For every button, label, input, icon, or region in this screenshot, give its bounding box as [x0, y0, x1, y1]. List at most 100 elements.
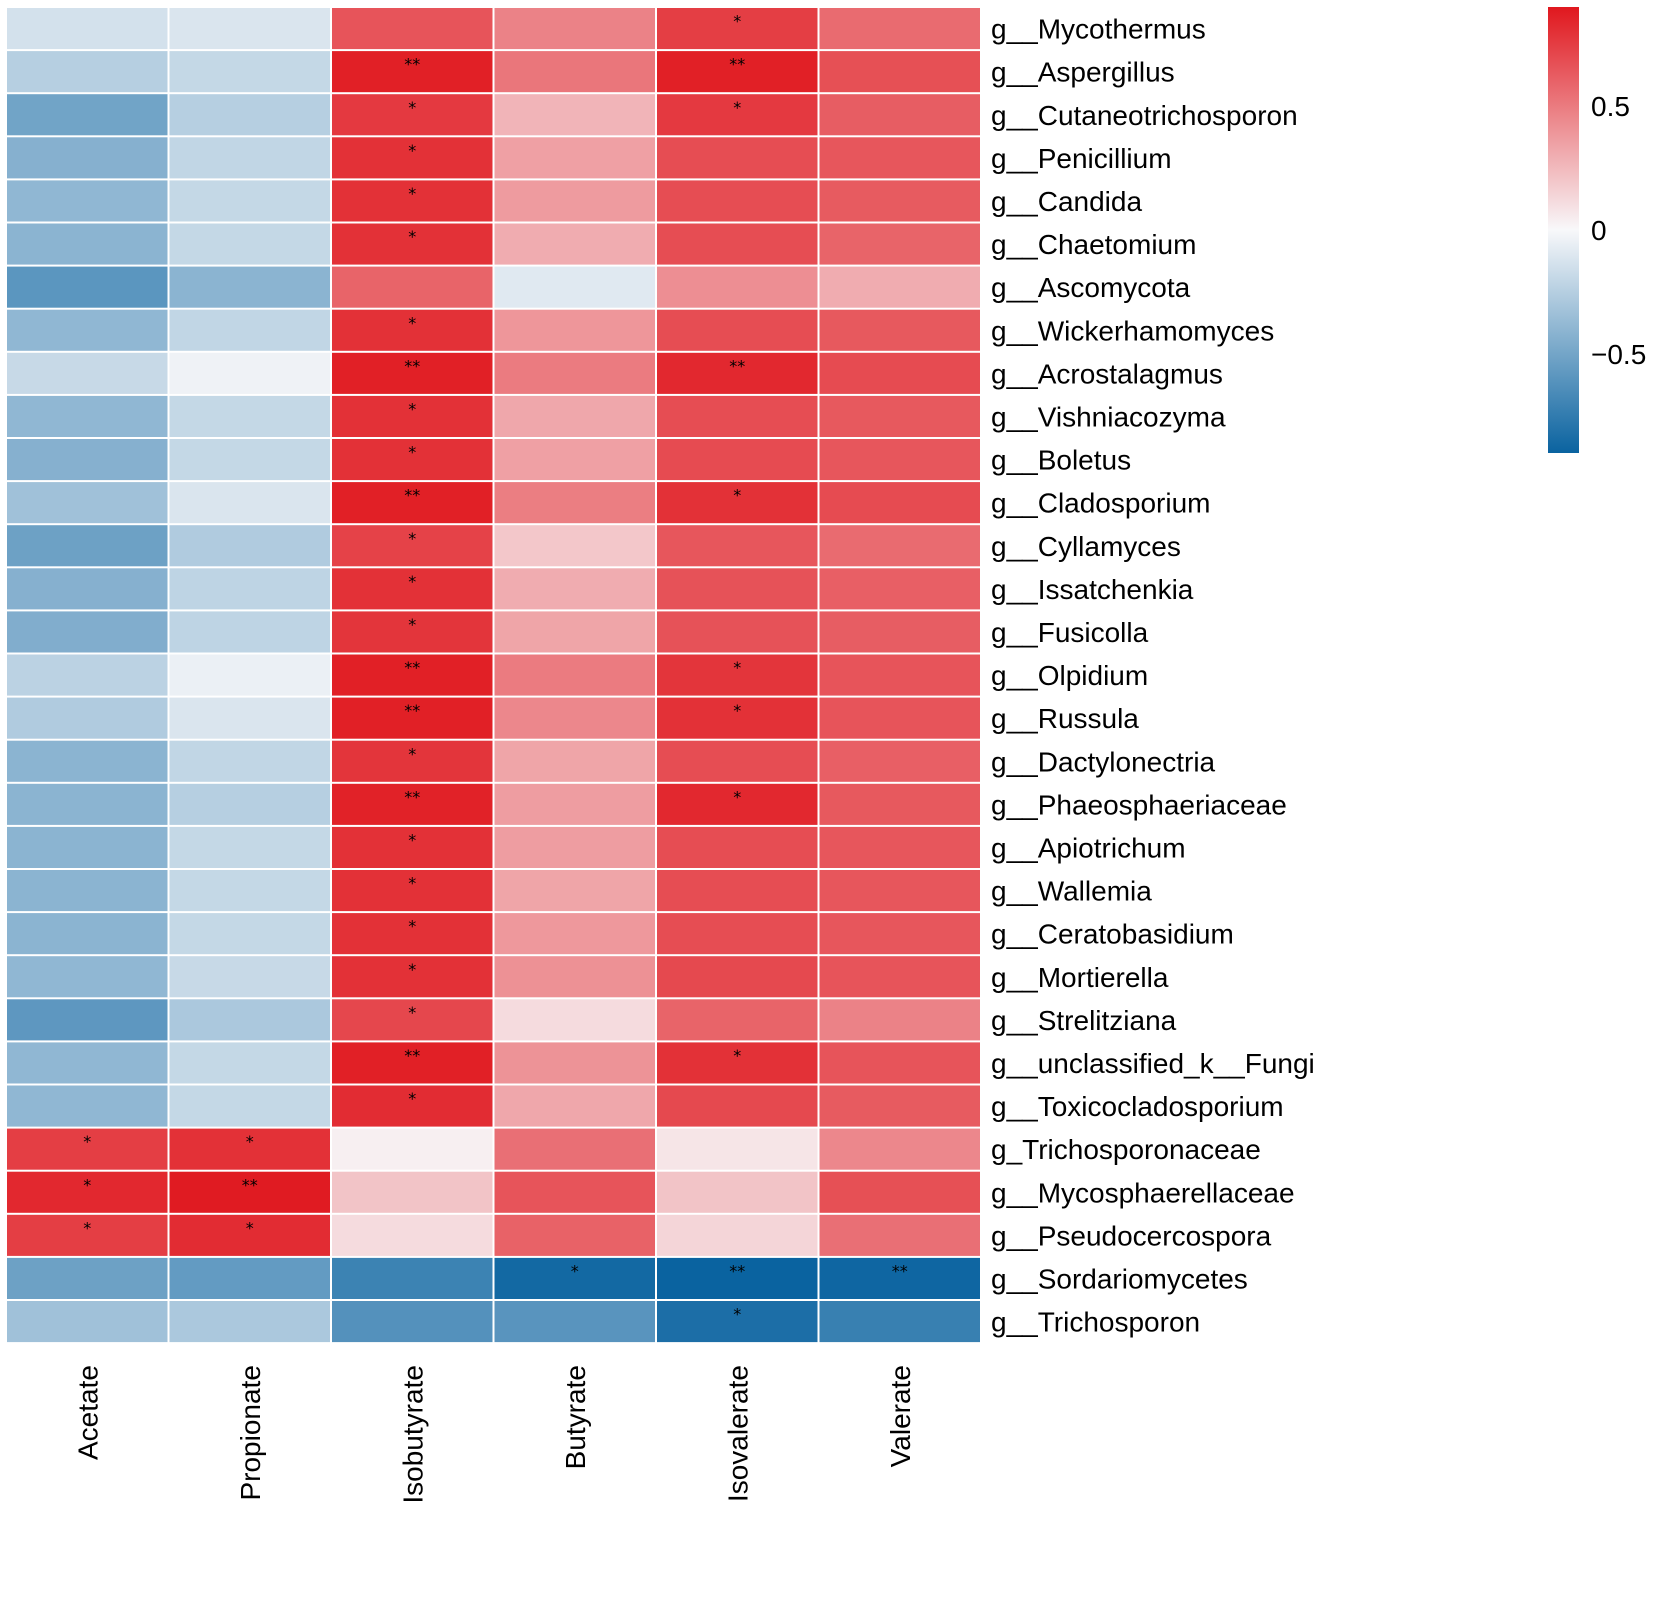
row-label: g__Wallemia [991, 876, 1152, 907]
significance-marker: ** [404, 55, 420, 74]
heatmap-cell [494, 1171, 655, 1213]
significance-marker: * [408, 960, 416, 979]
significance-marker: * [83, 1218, 91, 1237]
column-label: Propionate [235, 1365, 266, 1500]
heatmap-cell [494, 482, 655, 524]
heatmap-cell [7, 1214, 168, 1256]
heatmap-cell [494, 697, 655, 739]
heatmap-cell [7, 51, 168, 93]
heatmap-cell [7, 395, 168, 437]
row-label: g__Phaeosphaeriaceae [991, 789, 1287, 820]
heatmap-cell [819, 352, 980, 394]
row-label: g_Trichosporonaceae [991, 1134, 1261, 1165]
heatmap-cell [494, 999, 655, 1041]
heatmap-cell [332, 137, 493, 179]
heatmap-cell [7, 439, 168, 481]
column-labels: Acetate Propionate Isobutyrate Butyrate Isov… [72, 1365, 916, 1504]
heatmap-cell [332, 826, 493, 868]
heatmap-cell [657, 956, 818, 998]
row-label: g__Trichosporon [991, 1307, 1200, 1338]
heatmap-cell [657, 395, 818, 437]
heatmap-cell [169, 1257, 330, 1299]
heatmap-cell [332, 913, 493, 955]
heatmap-cell [7, 266, 168, 308]
heatmap-cell [494, 266, 655, 308]
significance-marker: ** [242, 1175, 258, 1194]
heatmap-cell [819, 94, 980, 136]
row-label: g__Toxicocladosporium [991, 1091, 1284, 1122]
heatmap-cell [7, 1301, 168, 1343]
row-label: g__Russula [991, 703, 1139, 734]
heatmap-cell [494, 826, 655, 868]
heatmap-cell [819, 870, 980, 912]
row-label: g__Pseudocercospora [991, 1220, 1272, 1251]
heatmap-cell [7, 956, 168, 998]
heatmap-cell [494, 956, 655, 998]
row-label: g__Cyllamyces [991, 531, 1181, 562]
heatmap-cell [7, 94, 168, 136]
significance-marker: * [408, 917, 416, 936]
heatmap-cell [657, 654, 818, 696]
heatmap-cell [7, 697, 168, 739]
heatmap-cell [169, 266, 330, 308]
heatmap-cell [7, 309, 168, 351]
significance-marker: * [408, 1089, 416, 1108]
heatmap-cell [7, 568, 168, 610]
heatmap-cell [819, 1171, 980, 1213]
row-label: g__Dactylonectria [991, 746, 1216, 777]
heatmap-cell [7, 352, 168, 394]
heatmap-cell [494, 870, 655, 912]
heatmap-cell [819, 956, 980, 998]
heatmap-cell [169, 525, 330, 567]
significance-marker: * [246, 1218, 254, 1237]
heatmap-cell [332, 1257, 493, 1299]
heatmap-cell [819, 439, 980, 481]
row-label: g__Penicillium [991, 143, 1172, 174]
heatmap-cell [819, 1214, 980, 1256]
significance-marker: * [408, 184, 416, 203]
significance-marker: ** [404, 356, 420, 375]
heatmap-cell [7, 826, 168, 868]
heatmap-cell [819, 482, 980, 524]
significance-marker: * [733, 98, 741, 117]
heatmap-cell [169, 1085, 330, 1127]
heatmap-cell [657, 1085, 818, 1127]
row-label: g__Mycothermus [991, 14, 1206, 45]
significance-marker: * [733, 1046, 741, 1065]
row-label: g__unclassified_k__Fungi [991, 1048, 1315, 1079]
significance-marker: * [733, 1305, 741, 1324]
heatmap-cell [169, 439, 330, 481]
heatmap-cell [819, 999, 980, 1041]
heatmap-cell [494, 352, 655, 394]
significance-marker: * [571, 1261, 579, 1280]
heatmap-cell [494, 740, 655, 782]
heatmap-cell [657, 870, 818, 912]
row-label: g__Ascomycota [991, 272, 1191, 303]
heatmap-cell [169, 8, 330, 50]
heatmap-cell [494, 913, 655, 955]
colorbar: 0.5 0 −0.5 [1548, 7, 1646, 453]
heatmap-cell [819, 654, 980, 696]
heatmap-cell [332, 223, 493, 265]
heatmap-cell [169, 1301, 330, 1343]
heatmap-cell [332, 783, 493, 825]
significance-marker: * [83, 1132, 91, 1151]
row-label: g__Chaetomium [991, 229, 1196, 260]
heatmap-cell [819, 826, 980, 868]
heatmap-cell [169, 309, 330, 351]
heatmap-cell [169, 913, 330, 955]
row-label: g__Ceratobasidium [991, 919, 1234, 950]
heatmap-cell [657, 266, 818, 308]
row-label: g__Fusicolla [991, 617, 1149, 648]
row-label: g__Aspergillus [991, 57, 1175, 88]
significance-marker: * [408, 874, 416, 893]
row-label: g__Olpidium [991, 660, 1148, 691]
heatmap-cell [819, 1042, 980, 1084]
significance-marker: * [733, 12, 741, 31]
heatmap-cell [169, 352, 330, 394]
heatmap-cell [657, 309, 818, 351]
significance-marker: * [733, 701, 741, 720]
heatmap-cell [7, 8, 168, 50]
column-label: Butyrate [560, 1365, 591, 1469]
row-label: g__Wickerhamomyces [991, 315, 1274, 346]
